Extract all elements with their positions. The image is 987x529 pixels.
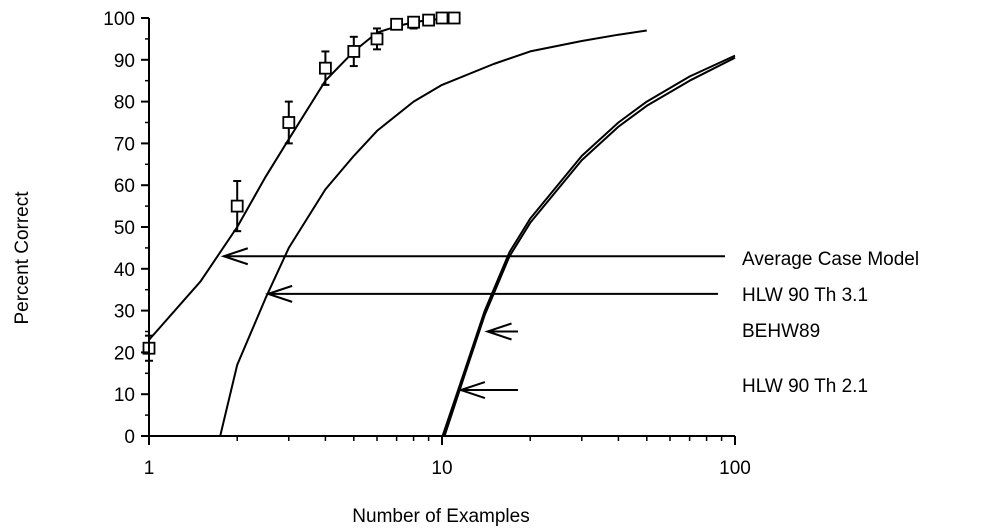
annotation-label: BEHW89 <box>742 321 820 342</box>
data-point-square <box>282 116 296 129</box>
y-tick-label: 70 <box>114 134 135 155</box>
data-point-square <box>447 11 461 25</box>
x-axis-label: Number of Examples <box>352 506 529 527</box>
series-line <box>443 56 736 437</box>
y-tick-label: 50 <box>114 218 135 239</box>
y-tick-label: 40 <box>114 260 135 281</box>
y-tick-label: 60 <box>114 176 135 197</box>
y-tick-label: 20 <box>114 343 135 364</box>
series-line <box>148 17 443 341</box>
y-tick-label: 100 <box>103 9 135 30</box>
x-tick-label: 100 <box>719 458 751 479</box>
series-line <box>219 29 647 437</box>
data-point-square <box>319 61 332 75</box>
data-point-square <box>390 17 404 31</box>
data-point-square <box>347 45 361 58</box>
annotation-arrowhead <box>484 322 512 341</box>
x-tick-label: 10 <box>431 458 452 479</box>
annotations-layer: Average Case Model HLW 90 Th 3.1 BEHW89 HLW… <box>220 247 919 399</box>
data-point-square <box>435 11 449 25</box>
data-point-square <box>370 32 384 46</box>
annotation-arrowhead <box>457 381 486 399</box>
data-point-square <box>230 199 244 213</box>
data-point-square <box>407 15 421 29</box>
y-tick-label: 30 <box>114 302 135 323</box>
markers-layer <box>142 11 461 362</box>
data-point-square <box>422 13 435 27</box>
annotation-arrowhead <box>264 284 293 303</box>
y-tick-label: 0 <box>124 427 135 448</box>
x-tick-label: 1 <box>144 458 155 479</box>
y-tick-label: 80 <box>114 93 135 114</box>
y-axis-label: Percent Correct <box>12 191 33 325</box>
y-tick-label: 90 <box>114 51 135 72</box>
series-line <box>441 54 736 437</box>
annotation-arrowhead <box>220 247 249 266</box>
y-tick-label: 10 <box>114 385 135 406</box>
annotation-label: HLW 90 Th 2.1 <box>742 376 868 397</box>
annotation-label: HLW 90 Th 3.1 <box>742 285 868 306</box>
annotation-label: Average Case Model <box>742 249 919 270</box>
